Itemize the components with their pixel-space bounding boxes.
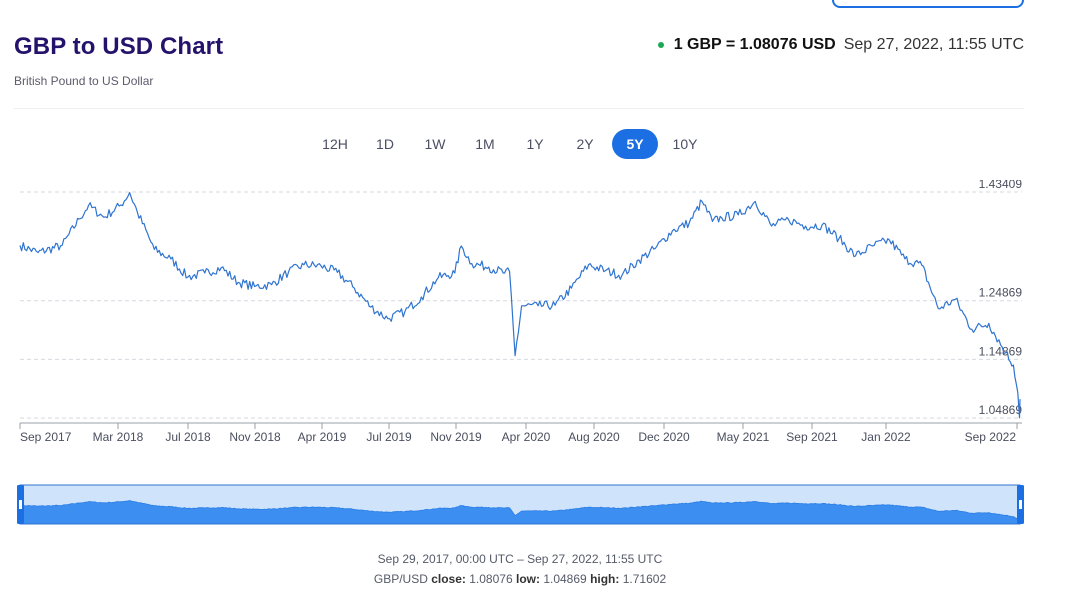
navigator-right-handle[interactable]	[1017, 485, 1024, 524]
range-tab-2y[interactable]: 2Y	[576, 136, 594, 152]
y-tick-label: 1.14869	[979, 344, 1023, 358]
x-tick-label: Nov 2019	[430, 430, 482, 444]
footer-stats: GBP/USD close: 1.08076 low: 1.04869 high…	[0, 572, 1040, 586]
x-tick-label: Sep 2017	[20, 430, 72, 444]
navigator-left-handle[interactable]	[17, 485, 24, 524]
footer-high-label: high:	[590, 572, 620, 586]
rate-line-chart[interactable]: 1.43409 1.24869 1.14869 1.04869 Sep 2017 Mar …	[0, 180, 1068, 530]
x-tick-label: Mar 2018	[93, 430, 144, 444]
current-rate: 1 GBP = 1.08076 USD Sep 27, 2022, 11:55 …	[657, 36, 1024, 54]
x-tick-label: Jul 2019	[366, 430, 412, 444]
footer-high-value: 1.71602	[622, 572, 667, 586]
navigator-series-area	[19, 500, 1021, 525]
time-range-tabs: 12H 1D 1W 1M 1Y 2Y 5Y 10Y	[312, 129, 708, 159]
y-tick-label: 1.24869	[979, 286, 1023, 300]
range-tab-10y[interactable]: 10Y	[672, 136, 698, 152]
x-tick-label: Dec 2020	[638, 430, 690, 444]
footer-low-value: 1.04869	[543, 572, 587, 586]
x-tick-label: Jul 2018	[165, 430, 211, 444]
range-tab-5y[interactable]: 5Y	[612, 129, 658, 159]
x-tick-label: Apr 2019	[298, 430, 347, 444]
top-bordered-box	[832, 0, 1024, 8]
header-divider	[14, 108, 1024, 109]
range-tab-1w[interactable]: 1W	[424, 136, 446, 152]
rate-quote: 1 GBP = 1.08076 USD	[673, 36, 836, 53]
x-tick-label: Aug 2020	[568, 430, 620, 444]
range-tab-1d[interactable]: 1D	[376, 136, 394, 152]
x-tick-label: May 2021	[717, 430, 770, 444]
y-tick-label: 1.04869	[979, 403, 1023, 417]
x-tick-label: Nov 2018	[229, 430, 281, 444]
live-status-dot	[657, 42, 664, 48]
footer-close-label: close:	[431, 572, 466, 586]
footer-range: Sep 29, 2017, 00:00 UTC – Sep 27, 2022, …	[377, 552, 663, 566]
range-tab-1y[interactable]: 1Y	[526, 136, 544, 152]
page-subtitle: British Pound to US Dollar	[14, 74, 154, 88]
range-tab-1m[interactable]: 1M	[475, 136, 495, 152]
rate-timestamp: Sep 27, 2022, 11:55 UTC	[843, 36, 1024, 53]
y-tick-label: 1.43409	[979, 180, 1023, 191]
footer-pair-label: GBP/USD	[373, 572, 428, 586]
x-tick-label: Apr 2020	[502, 430, 551, 444]
series-line	[19, 192, 1021, 419]
x-tick-label: Sep 2022	[965, 430, 1017, 444]
x-tick-label: Jan 2022	[861, 430, 911, 444]
page-title: GBP to USD Chart	[14, 33, 224, 60]
x-tick-label: Sep 2021	[786, 430, 838, 444]
range-tab-12h[interactable]: 12H	[322, 136, 348, 152]
footer-close-value: 1.08076	[469, 572, 513, 586]
footer-low-label: low:	[515, 572, 540, 586]
